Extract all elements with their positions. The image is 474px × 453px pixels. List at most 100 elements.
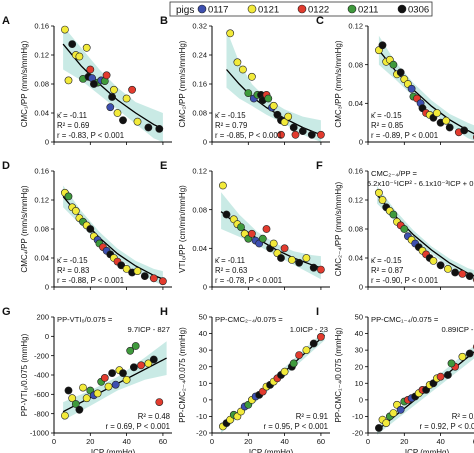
data-point-0121 bbox=[104, 382, 113, 391]
y-axis-label: CMC₂/PP (mm/s/mmHg) bbox=[178, 40, 187, 127]
stat-text: r = -0.89, P < 0.001 bbox=[371, 131, 438, 140]
stat-text: R² = 0.48 bbox=[138, 412, 170, 421]
data-point-0122 bbox=[436, 372, 445, 381]
y-tick-label: -800 bbox=[34, 409, 49, 418]
stat-text: κ̄ = -0.15 bbox=[57, 256, 88, 265]
y-tick-label: 0.16 bbox=[34, 167, 49, 176]
data-point-0211 bbox=[244, 89, 253, 97]
data-point-0306 bbox=[117, 261, 126, 270]
y-tick-label: 0 bbox=[203, 138, 207, 147]
y-axis-label: PP-CMC₁₋₄/0.075 (mmHg) bbox=[334, 327, 343, 422]
data-point-0121 bbox=[374, 188, 383, 197]
data-point-0121 bbox=[269, 239, 278, 248]
stat-text: κ̄ = -0.11 bbox=[57, 111, 87, 120]
stat-text: r = -0.78, P < 0.001 bbox=[215, 276, 282, 285]
data-point-0121 bbox=[133, 267, 142, 275]
y-tick-label: 0 bbox=[45, 138, 49, 147]
panel-e: E 0 0.04 0.08 0.12 VTI₀/PP (cm/min/mmHg) κ̄ = … bbox=[160, 160, 330, 292]
data-point-0122 bbox=[247, 229, 256, 238]
data-point-0122 bbox=[280, 244, 289, 253]
y-tick-label: 0.16 bbox=[348, 167, 363, 176]
y-tick-label: -1000 bbox=[30, 429, 49, 438]
formula-line: PP-CMC₂₋₄/0.075 = bbox=[215, 315, 283, 324]
stat-text: R² = 0.63 bbox=[215, 266, 247, 275]
y-tick-label: -400 bbox=[34, 371, 49, 380]
legend-marker-0211 bbox=[347, 4, 357, 14]
legend-title: pigs bbox=[176, 5, 194, 16]
y-tick-label: -20 bbox=[352, 429, 363, 438]
y-tick-label: 0 bbox=[45, 332, 49, 341]
stat-text: κ̄ = -0.15 bbox=[215, 111, 246, 120]
stat-text: R² = 0.69 bbox=[57, 121, 89, 130]
y-tick-label: 0.24 bbox=[192, 51, 207, 60]
data-point-0306 bbox=[309, 339, 318, 348]
y-tick-label: 0.04 bbox=[34, 254, 49, 263]
y-tick-label: -20 bbox=[196, 429, 207, 438]
y-tick-label: 0 bbox=[203, 395, 207, 404]
data-point-0211 bbox=[289, 359, 298, 368]
data-point-0306 bbox=[445, 123, 454, 132]
formula-line: 0.89ICP - 23 bbox=[442, 325, 474, 334]
data-point-0121 bbox=[218, 181, 227, 190]
y-tick-label: 0.08 bbox=[34, 80, 49, 89]
data-point-0121 bbox=[269, 101, 278, 110]
data-point-0121 bbox=[61, 411, 69, 420]
data-point-0306 bbox=[90, 80, 98, 88]
data-point-0306 bbox=[64, 386, 73, 395]
y-tick-label: 0.08 bbox=[192, 205, 207, 214]
panel-c: C 0 0.04 0.08 0.12 CMC₃/PP (mm/s/mmHg) κ̄ = -0… bbox=[316, 15, 474, 147]
stat-text: κ̄ = -0.11 bbox=[215, 256, 245, 265]
y-tick-label: 30 bbox=[355, 346, 363, 355]
y-tick-label: 30 bbox=[199, 346, 207, 355]
stat-text: κ̄ = -0.15 bbox=[371, 256, 402, 265]
legend-label-0122: 0122 bbox=[308, 5, 329, 16]
y-tick-label: 0 bbox=[359, 395, 363, 404]
x-axis-label: ICP (mmHg) bbox=[249, 448, 294, 453]
data-point-0121 bbox=[238, 65, 247, 74]
y-tick-label: -200 bbox=[34, 351, 49, 360]
data-point-0121 bbox=[122, 94, 131, 103]
panel-label: E bbox=[160, 160, 167, 172]
data-point-0211 bbox=[447, 359, 456, 368]
data-point-0306 bbox=[222, 210, 231, 219]
data-point-0121 bbox=[458, 352, 467, 361]
data-point-0306 bbox=[144, 123, 153, 132]
data-point-0211 bbox=[71, 400, 80, 408]
stat-text: R² = 0.85 bbox=[371, 121, 404, 130]
data-point-0122 bbox=[291, 130, 300, 139]
confidence-band bbox=[63, 26, 163, 142]
data-point-0306 bbox=[108, 93, 116, 101]
y-tick-label: -10 bbox=[196, 412, 207, 421]
confidence-band bbox=[221, 192, 321, 280]
data-point-0121 bbox=[61, 25, 69, 34]
data-point-0121 bbox=[122, 375, 131, 384]
data-point-0306 bbox=[277, 254, 285, 262]
data-point-0121 bbox=[443, 264, 452, 273]
data-point-0122 bbox=[277, 130, 285, 139]
data-point-0122 bbox=[316, 130, 325, 139]
y-tick-label: 50 bbox=[355, 313, 363, 322]
legend: pigs 0117 0121 0122 0211 0306 bbox=[169, 1, 433, 17]
data-point-0306 bbox=[465, 272, 474, 280]
y-tick-label: 0.08 bbox=[34, 225, 49, 234]
stat-text: r = -0.90, P < 0.001 bbox=[371, 276, 438, 285]
data-point-0121 bbox=[79, 383, 87, 392]
data-point-0306 bbox=[396, 68, 405, 77]
data-point-0211 bbox=[64, 192, 73, 201]
data-point-0122 bbox=[262, 225, 271, 233]
stat-text: r = 0.92, P < 0.001 bbox=[420, 422, 474, 431]
y-axis-label: PP-VTI₀/0.075 (mmHg) bbox=[20, 333, 29, 416]
data-point-0306 bbox=[460, 126, 469, 135]
y-tick-label: 0.04 bbox=[34, 109, 49, 118]
data-point-0211 bbox=[400, 225, 409, 233]
y-tick-label: 10 bbox=[355, 379, 363, 388]
data-point-0121 bbox=[75, 52, 84, 61]
y-tick-label: 20 bbox=[199, 362, 207, 371]
formula-line: 1.0ICP - 23 bbox=[290, 325, 328, 334]
y-tick-label: 40 bbox=[199, 329, 207, 338]
data-point-0211 bbox=[389, 60, 398, 69]
x-tick-label: 60 bbox=[159, 437, 167, 446]
y-tick-label: 0.12 bbox=[348, 22, 363, 31]
data-point-0211 bbox=[258, 234, 267, 243]
data-point-0121 bbox=[93, 389, 102, 398]
